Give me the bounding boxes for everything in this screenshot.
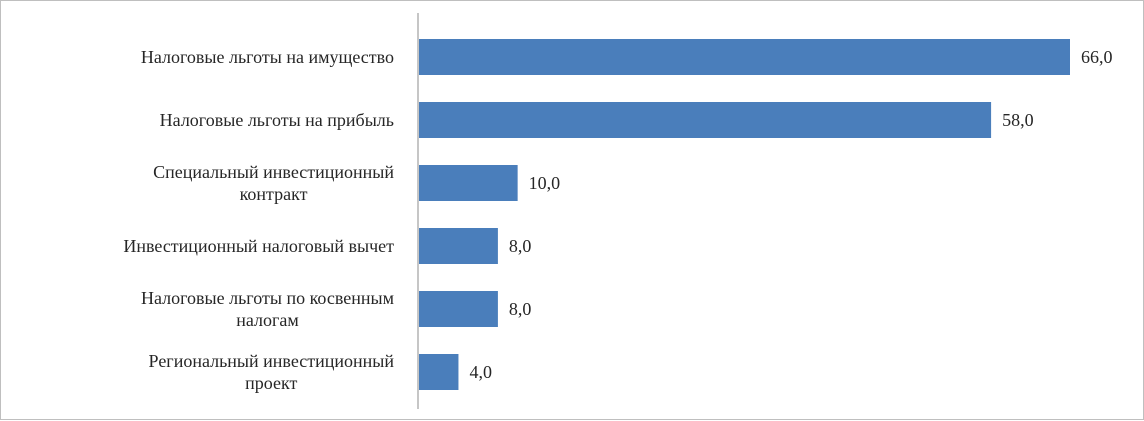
value-label-5: 4,0 bbox=[469, 362, 492, 382]
value-label-4: 8,0 bbox=[509, 299, 531, 319]
value-label-3: 8,0 bbox=[509, 236, 531, 256]
category-label-1-line-0: Налоговые льготы на прибыль bbox=[160, 110, 394, 130]
category-label-0-line-0: Налоговые льготы на имущество bbox=[141, 47, 394, 67]
category-label-3-line-0: Инвестиционный налоговый вычет bbox=[123, 236, 394, 256]
category-label-2-line-1: контракт bbox=[240, 184, 308, 204]
category-label-4-line-0: Налоговые льготы по косвенным bbox=[141, 288, 394, 308]
category-label-2-line-0: Специальный инвестиционный bbox=[153, 162, 394, 182]
category-label-5-line-1: проект bbox=[245, 373, 297, 393]
value-label-0: 66,0 bbox=[1081, 47, 1113, 67]
category-label-5-line-0: Региональный инвестиционный bbox=[149, 351, 395, 371]
value-label-1: 58,0 bbox=[1002, 110, 1033, 130]
value-label-2: 10,0 bbox=[529, 173, 561, 193]
bar-5 bbox=[419, 354, 459, 390]
bar-0 bbox=[419, 39, 1070, 75]
category-label-4-line-1: налогам bbox=[236, 310, 299, 330]
bar-2 bbox=[419, 165, 518, 201]
bar-4 bbox=[419, 291, 498, 327]
bar-3 bbox=[419, 228, 498, 264]
bar-1 bbox=[419, 102, 992, 138]
